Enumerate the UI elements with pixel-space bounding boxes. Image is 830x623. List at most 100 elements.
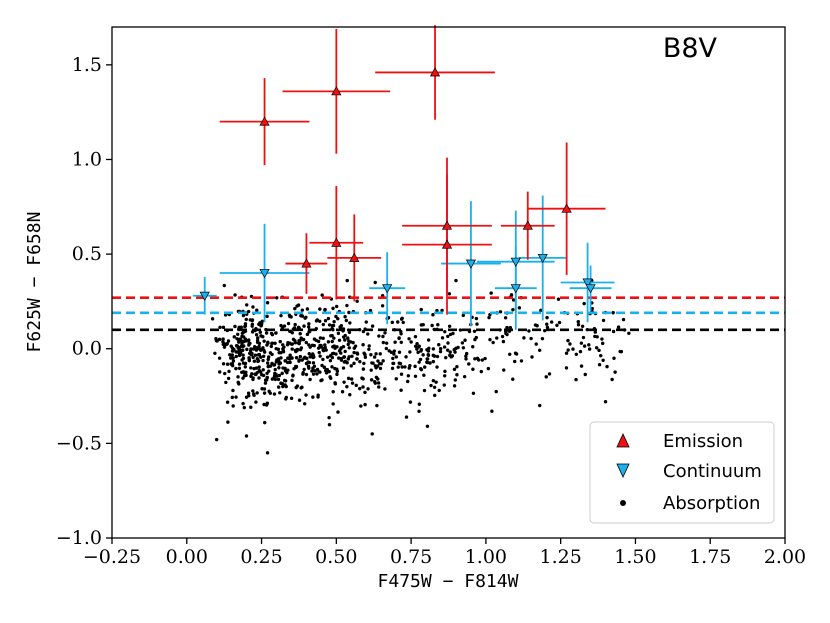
absorption-point <box>242 405 246 410</box>
absorption-point <box>265 361 270 365</box>
absorption-point <box>256 336 260 340</box>
absorption-point <box>370 324 375 328</box>
absorption-point <box>358 386 362 391</box>
absorption-point <box>443 329 447 334</box>
continuum-point <box>382 284 393 294</box>
absorption-point <box>236 375 240 379</box>
absorption-point <box>335 345 339 349</box>
absorption-point <box>511 377 515 381</box>
absorption-point <box>511 298 516 302</box>
absorption-point <box>333 366 337 371</box>
absorption-point <box>259 355 263 359</box>
absorption-point <box>254 348 259 352</box>
absorption-point <box>241 356 246 361</box>
absorption-point <box>317 350 321 355</box>
absorption-point <box>236 346 240 350</box>
absorption-point <box>321 357 325 362</box>
absorption-point <box>267 389 271 394</box>
absorption-point <box>557 320 562 325</box>
absorption-point <box>580 324 585 328</box>
absorption-point <box>243 361 248 366</box>
absorption-point <box>343 333 347 338</box>
absorption-point <box>243 365 247 369</box>
absorption-point <box>537 348 542 352</box>
absorption-point <box>224 380 228 385</box>
absorption-point <box>342 360 347 364</box>
absorption-point <box>303 316 307 320</box>
legend-absorption-label: Absorption <box>663 493 760 514</box>
absorption-point <box>448 350 452 354</box>
absorption-point <box>368 308 373 313</box>
absorption-point <box>419 349 423 353</box>
absorption-point <box>330 355 335 360</box>
absorption-point <box>244 434 249 438</box>
absorption-point <box>329 334 333 338</box>
axes-frame <box>111 26 786 539</box>
absorption-point <box>294 364 299 369</box>
absorption-point <box>346 376 351 381</box>
emission-point <box>349 252 360 262</box>
absorption-point <box>417 409 421 414</box>
absorption-point <box>566 348 570 352</box>
absorption-point <box>328 358 333 363</box>
absorption-point <box>498 328 502 332</box>
absorption-point <box>343 349 347 354</box>
absorption-point <box>266 364 270 369</box>
absorption-point <box>294 356 299 360</box>
absorption-point <box>247 356 251 360</box>
absorption-point <box>432 354 437 358</box>
absorption-point <box>289 315 293 319</box>
absorption-point <box>226 420 230 424</box>
absorption-point <box>322 365 327 370</box>
absorption-point <box>616 325 621 329</box>
absorption-point <box>522 336 526 340</box>
chart-annotation: B8V <box>663 33 718 64</box>
absorption-point <box>279 313 283 318</box>
absorption-point <box>318 336 323 340</box>
absorption-point <box>246 309 251 314</box>
absorption-point <box>576 320 580 324</box>
absorption-point <box>225 362 230 366</box>
absorption-point <box>611 311 615 315</box>
absorption-point <box>377 385 381 389</box>
absorption-point <box>264 378 268 382</box>
absorption-point <box>340 390 345 394</box>
absorption-point <box>349 364 353 368</box>
absorption-point <box>540 336 545 341</box>
x-axis-label: F475W − F814W <box>378 571 519 592</box>
absorption-point <box>221 325 226 330</box>
absorption-point <box>587 343 591 347</box>
absorption-point <box>355 357 359 361</box>
absorption-point <box>475 322 479 326</box>
absorption-point <box>343 338 347 342</box>
absorption-point <box>226 376 231 381</box>
absorption-point <box>376 359 380 363</box>
absorption-point <box>297 398 302 402</box>
absorption-point <box>281 366 285 370</box>
absorption-point <box>319 343 323 348</box>
legend-emission-label: Emission <box>663 431 743 452</box>
absorption-point <box>460 341 465 345</box>
absorption-point <box>363 355 368 359</box>
absorption-point <box>509 293 514 297</box>
absorption-point <box>409 340 413 344</box>
absorption-point <box>226 339 231 343</box>
absorption-point <box>463 338 467 342</box>
absorption-point <box>366 387 370 391</box>
absorption-point <box>217 337 222 342</box>
absorption-point <box>593 330 598 334</box>
absorption-point <box>282 345 286 349</box>
absorption-point <box>374 352 378 356</box>
absorption-point <box>547 372 552 376</box>
absorption-point <box>352 361 356 366</box>
absorption-point <box>448 332 453 337</box>
absorption-point <box>347 339 351 343</box>
absorption-point <box>436 323 440 327</box>
absorption-point <box>605 364 609 369</box>
plot-area <box>112 25 785 455</box>
absorption-point <box>587 347 592 351</box>
absorption-point <box>300 358 304 362</box>
absorption-point <box>253 372 257 376</box>
absorption-point <box>236 332 240 337</box>
absorption-point <box>285 343 290 347</box>
